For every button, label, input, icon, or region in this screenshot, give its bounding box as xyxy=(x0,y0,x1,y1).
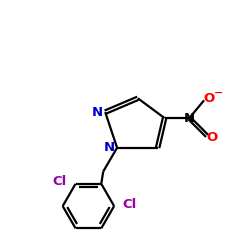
Text: Cl: Cl xyxy=(123,198,137,210)
Text: N: N xyxy=(92,106,103,119)
Text: N: N xyxy=(104,141,115,154)
Text: O: O xyxy=(206,131,218,144)
Text: O: O xyxy=(204,92,215,105)
Text: Cl: Cl xyxy=(52,175,67,188)
Text: −: − xyxy=(214,87,224,97)
Text: N: N xyxy=(184,112,195,124)
